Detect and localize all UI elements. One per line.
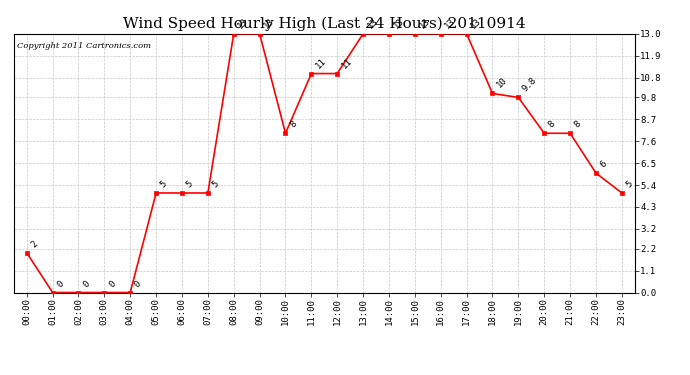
Text: 6: 6 — [599, 159, 609, 170]
Text: 8: 8 — [288, 120, 298, 130]
Text: 13: 13 — [366, 16, 380, 30]
Text: Copyright 2011 Cartronics.com: Copyright 2011 Cartronics.com — [17, 42, 151, 50]
Text: 5: 5 — [185, 179, 195, 189]
Text: 5: 5 — [159, 179, 169, 189]
Text: 0: 0 — [81, 279, 91, 289]
Text: 8: 8 — [573, 120, 583, 130]
Text: 13: 13 — [262, 16, 276, 30]
Text: 13: 13 — [392, 16, 406, 30]
Text: 11: 11 — [340, 56, 354, 70]
Text: 9.8: 9.8 — [521, 76, 539, 94]
Text: 13: 13 — [469, 16, 483, 30]
Text: 13: 13 — [236, 16, 250, 30]
Text: 11: 11 — [314, 56, 328, 70]
Text: 8: 8 — [547, 120, 557, 130]
Text: 5: 5 — [210, 179, 221, 189]
Text: 0: 0 — [107, 279, 117, 289]
Text: 5: 5 — [624, 179, 635, 189]
Text: 0: 0 — [133, 279, 143, 289]
Text: 2: 2 — [29, 239, 39, 249]
Text: 13: 13 — [417, 16, 431, 30]
Text: 0: 0 — [55, 279, 66, 289]
Text: 13: 13 — [444, 16, 457, 30]
Title: Wind Speed Hourly High (Last 24 Hours) 20110914: Wind Speed Hourly High (Last 24 Hours) 2… — [123, 17, 526, 31]
Text: 10: 10 — [495, 76, 509, 90]
